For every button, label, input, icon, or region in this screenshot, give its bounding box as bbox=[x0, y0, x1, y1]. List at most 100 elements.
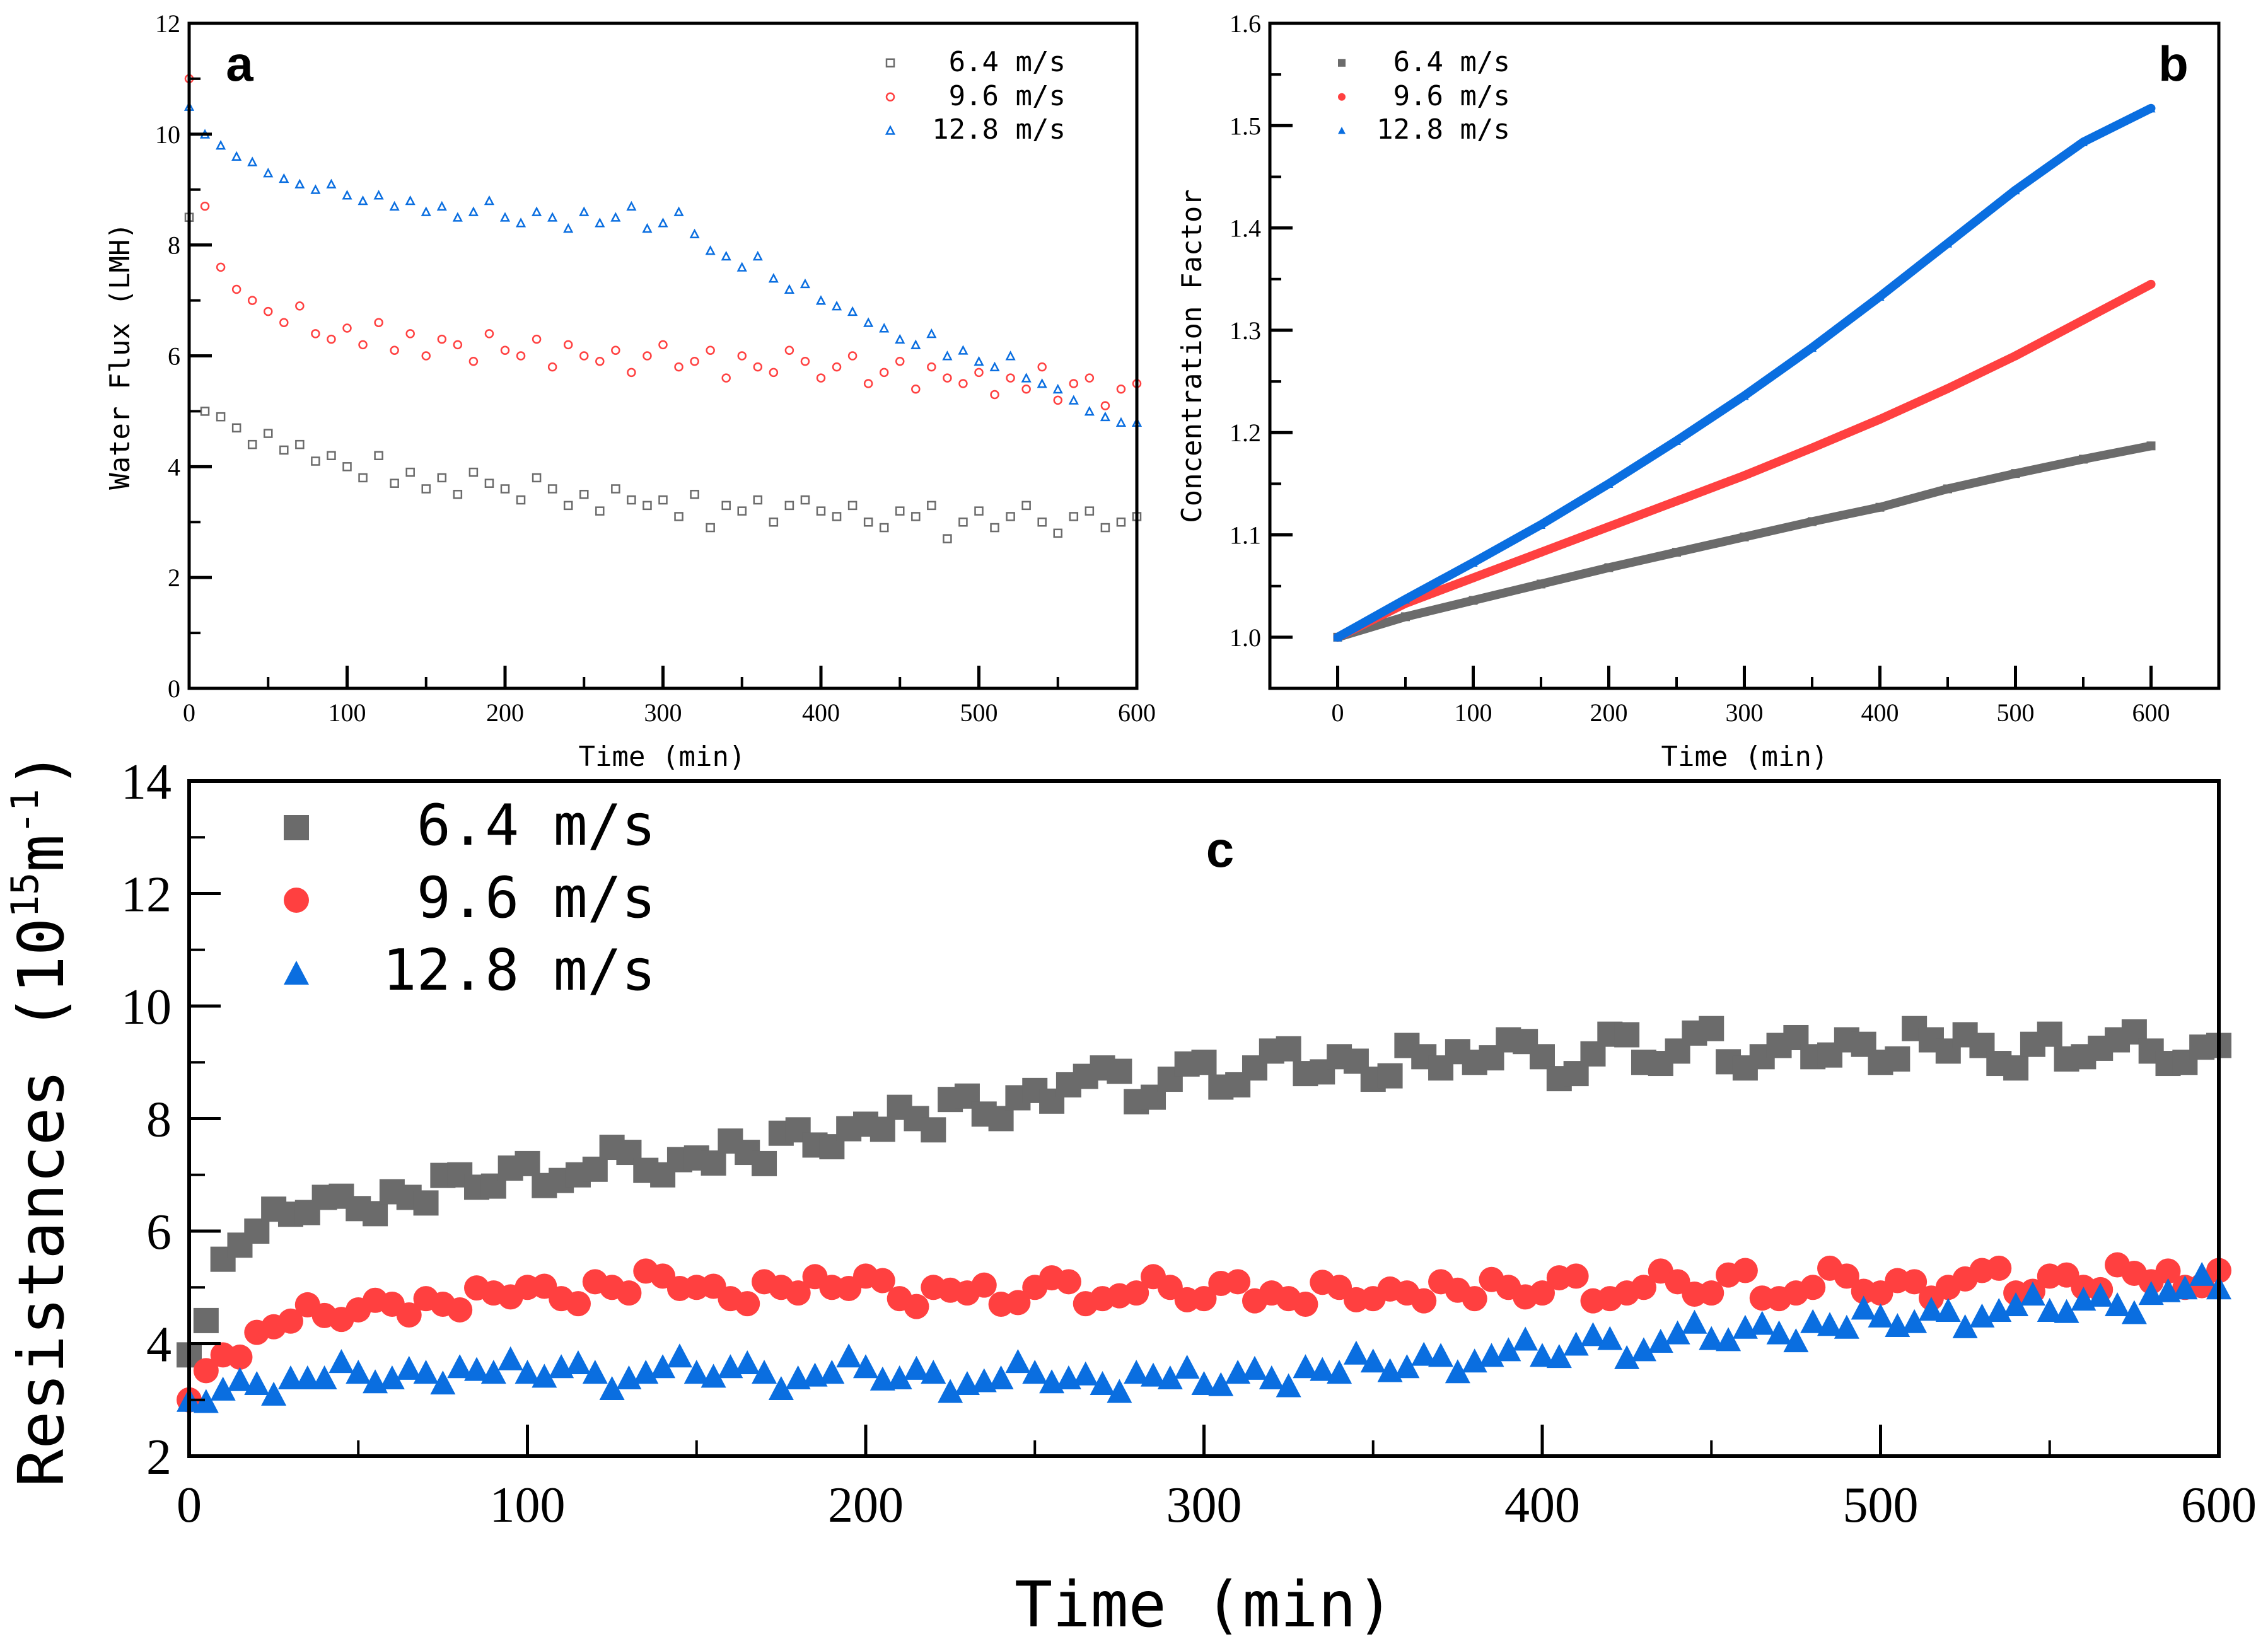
y-tick-label: 12 bbox=[121, 867, 172, 923]
x-tick-label: 500 bbox=[960, 698, 998, 727]
data-point bbox=[1682, 1309, 1707, 1334]
x-axis-label: Time (min) bbox=[1015, 1568, 1394, 1641]
data-point bbox=[1191, 1370, 1217, 1395]
data-point bbox=[910, 339, 921, 349]
data-point bbox=[735, 1291, 760, 1317]
data-point bbox=[500, 484, 510, 494]
data-point bbox=[1053, 528, 1062, 538]
data-point bbox=[1468, 596, 1478, 605]
data-point bbox=[1851, 1295, 1876, 1320]
data-point bbox=[1157, 1365, 1183, 1390]
data-point bbox=[610, 212, 621, 222]
data-point bbox=[210, 1376, 236, 1401]
series-12-8-m-s bbox=[177, 1261, 2231, 1413]
data-point bbox=[836, 1343, 862, 1368]
data-point bbox=[689, 228, 700, 239]
data-point bbox=[263, 167, 274, 178]
data-point bbox=[847, 306, 858, 316]
data-point bbox=[1100, 523, 1110, 533]
x-tick-label: 200 bbox=[486, 698, 524, 727]
data-point bbox=[464, 1357, 490, 1381]
data-point bbox=[815, 295, 827, 305]
data-point bbox=[599, 1376, 625, 1401]
data-point bbox=[1124, 1280, 1149, 1306]
data-point bbox=[1537, 520, 1545, 529]
data-point bbox=[816, 373, 826, 383]
x-tick-label: 300 bbox=[1166, 1478, 1242, 1533]
y-tick-label: 6 bbox=[146, 1205, 172, 1260]
data-point bbox=[911, 512, 921, 521]
data-point bbox=[752, 1360, 777, 1384]
data-point bbox=[1468, 558, 1478, 567]
data-point bbox=[1699, 1016, 1724, 1041]
x-tick-label: 0 bbox=[1332, 698, 1344, 727]
data-point bbox=[1597, 1326, 1623, 1350]
data-point bbox=[627, 495, 636, 505]
data-point bbox=[294, 1365, 320, 1390]
data-point bbox=[1333, 633, 1342, 642]
x-tick-label: 100 bbox=[329, 698, 366, 727]
data-point bbox=[468, 467, 479, 477]
data-point bbox=[1808, 343, 1817, 352]
data-point bbox=[690, 490, 699, 499]
legend-marker bbox=[885, 58, 895, 68]
data-point bbox=[1037, 518, 1047, 527]
data-point bbox=[200, 201, 210, 211]
data-point bbox=[421, 484, 431, 494]
x-tick-label: 300 bbox=[644, 698, 682, 727]
data-point bbox=[1116, 518, 1126, 527]
data-point bbox=[1672, 436, 1681, 445]
data-point bbox=[869, 1116, 895, 1142]
data-point bbox=[396, 1302, 422, 1328]
data-point bbox=[1530, 1044, 1555, 1070]
y-tick-label: 10 bbox=[155, 120, 180, 149]
data-point bbox=[515, 1150, 540, 1176]
data-point bbox=[1902, 1309, 1928, 1333]
data-point bbox=[1191, 1286, 1217, 1312]
x-tick-label: 300 bbox=[1726, 698, 1764, 727]
x-tick-label: 0 bbox=[183, 698, 195, 727]
data-point bbox=[1648, 1329, 1673, 1353]
x-tick-label: 100 bbox=[490, 1478, 566, 1533]
data-point bbox=[421, 351, 431, 361]
data-point bbox=[1580, 1322, 1606, 1346]
data-point bbox=[1699, 1280, 1724, 1306]
data-point bbox=[1084, 406, 1095, 416]
y-axis-label: Concentration Factor bbox=[1176, 189, 1208, 523]
y-tick-label: 2 bbox=[168, 564, 180, 592]
data-point bbox=[247, 156, 258, 166]
data-point bbox=[643, 351, 652, 361]
panel-a: 0 100 200 300 400 500 600 0 2 4 6 8 10 12 Time (min) Wa… bbox=[104, 9, 1156, 773]
data-point bbox=[784, 345, 794, 355]
data-point bbox=[706, 345, 715, 355]
data-point bbox=[311, 1365, 337, 1390]
data-point bbox=[216, 140, 226, 150]
data-point bbox=[2189, 1261, 2215, 1286]
data-point bbox=[595, 357, 605, 366]
legend-label: 12.8 m/s bbox=[383, 937, 656, 1004]
data-point bbox=[532, 1363, 557, 1388]
data-point bbox=[264, 306, 273, 316]
data-point bbox=[579, 351, 589, 361]
x-tick-label: 400 bbox=[802, 698, 840, 727]
data-point bbox=[974, 356, 984, 366]
data-point bbox=[405, 329, 415, 339]
data-point bbox=[1496, 1337, 1521, 1362]
data-point bbox=[1401, 595, 1410, 604]
data-point bbox=[295, 439, 305, 449]
data-point bbox=[926, 328, 937, 339]
data-point bbox=[563, 340, 573, 350]
data-point bbox=[785, 1280, 811, 1306]
data-point bbox=[1377, 1063, 1403, 1089]
data-point bbox=[627, 368, 636, 378]
data-point bbox=[752, 250, 763, 261]
data-point bbox=[1069, 512, 1079, 521]
legend-marker bbox=[1338, 127, 1346, 134]
data-point bbox=[1631, 1337, 1656, 1362]
data-point bbox=[264, 429, 273, 438]
data-point bbox=[1343, 1340, 1369, 1365]
data-point bbox=[1604, 522, 1614, 531]
x-axis-label: Time (min) bbox=[579, 741, 746, 773]
data-point bbox=[1537, 548, 1545, 557]
data-point bbox=[342, 190, 352, 200]
